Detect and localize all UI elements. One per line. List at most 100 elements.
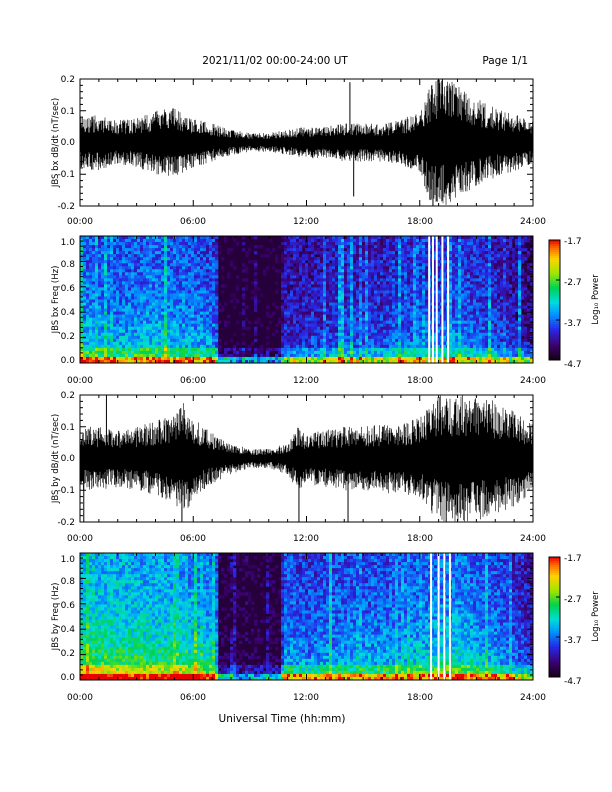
bx-spectrogram-cell [158,293,162,297]
bx-spectrogram-cell [200,314,204,318]
bx-spectrogram-cell [284,254,288,258]
bx-spectrogram-cell [398,311,402,315]
bx-spectrogram-cell [104,278,108,282]
bx-spectrogram-cell [212,308,216,312]
bx-spectrogram-cell [80,311,84,315]
bx-spectrogram-cell [107,311,111,315]
bx-spectrogram-cell [125,302,129,306]
bx-spectrogram-cell [461,248,465,252]
bx-spectrogram-cell [98,260,102,264]
bx-spectrogram-cell [95,281,99,285]
bx-spectrogram-cell [230,359,234,364]
bx-spectrogram-cell [152,293,156,297]
bx-spectrogram-cell [365,356,369,361]
bx-spectrogram-cell [98,254,102,258]
bx-spectrogram-cell [158,281,162,285]
bx-spectrogram-cell [329,263,333,267]
bx-spectrogram-cell [320,356,324,361]
bx-spectrogram-cell [116,329,120,334]
bx-spectrogram-cell [386,326,390,331]
bx-spectrogram-cell [323,251,327,255]
bx-spectrogram-cell [209,260,213,264]
bx-spectrogram-cell [206,317,210,322]
bx-spectrogram-cell [386,239,390,243]
bx-spectrogram-cell [422,338,426,343]
bx-spectrogram-cell [305,257,309,261]
bx-spectrogram-cell [143,245,147,249]
bx-spectrogram-cell [80,332,84,337]
bx-spectrogram-cell [323,302,327,306]
bx-spectrogram-cell [452,311,456,315]
bx-spectrogram-cell [149,332,153,337]
bx-spectrogram-cell [281,332,285,337]
bx-spectrogram-cell [365,269,369,273]
bx-spectrogram-cell [350,320,354,325]
bx-spectrogram-cell [467,254,471,258]
bx-spectrogram-cell [209,338,213,343]
bx-spectrogram-cell [470,317,474,322]
bx-spectrogram-cell [191,242,195,246]
bx-spectrogram-cell [191,320,195,325]
bx-spectrogram-cell [314,251,318,255]
bx-spectrogram-cell [170,239,174,243]
bx-spectrogram-cell [140,269,144,273]
bx-spectrogram-cell [407,335,411,340]
bx-spectrogram-cell [410,323,414,328]
bx-spectrogram-cell [338,344,342,349]
bx-spectrogram-cell [263,272,267,276]
bx-spectrogram-cell [152,281,156,285]
bx-spectrogram-cell [290,263,294,267]
bx-spectrogram-cell [200,350,204,355]
bx-spectrogram-cell [401,293,405,297]
bx-spectrogram-cell [134,239,138,243]
bx-spectrogram-cell [287,269,291,273]
bx-spectrogram-cell [347,299,351,303]
bx-spectrogram-cell [101,266,105,270]
bx-spectrogram-cell [347,272,351,276]
bx-spectrogram-cell [314,269,318,273]
bx-spectrogram-cell [350,338,354,343]
bx-spectrogram-cell [452,314,456,318]
bx-spectrogram-cell [419,332,423,337]
bx-spectrogram-cell [434,326,438,331]
bx-spectrogram-cell [98,344,102,349]
bx-spectrogram-cell [161,245,165,249]
bx-spectrogram-cell [443,350,447,355]
bx-spectrogram-cell [128,239,132,243]
bx-spectrogram-cell [299,284,303,288]
bx-spectrogram-cell [389,353,393,358]
bx-spectrogram-cell [401,278,405,282]
bx-spectrogram-cell [374,251,378,255]
bx-spectrogram-cell [332,254,336,258]
bx-spectrogram-cell [335,257,339,261]
bx-spectrogram-cell [155,311,159,315]
bx-spectrogram-cell [122,338,126,343]
bx-spectrogram-cell [95,245,99,249]
bx-spectrogram-cell [374,329,378,334]
bx-spectrogram-cell [158,248,162,252]
bx-spectrogram-cell [161,314,165,318]
bx-spectrogram-cell [179,272,183,276]
bx-spectrogram-cell [203,284,207,288]
bx-spectrogram-cell [314,314,318,318]
bx-spectrogram-cell [182,305,186,309]
bx-spectrogram-cell [401,359,405,364]
bx-spectrogram-cell [239,359,243,364]
bx-spectrogram-cell [281,296,285,300]
bx-spectrogram-cell [98,329,102,334]
bx-spectrogram-cell [467,293,471,297]
bx-spectrogram-cell [470,248,474,252]
bx-spectrogram-cell [377,329,381,334]
bx-spectrogram-cell [134,245,138,249]
bx-spectrogram-cell [131,338,135,343]
bx-spectrogram-cell [95,251,99,255]
bx-spectrogram-cell [392,344,396,349]
bx-spectrogram-cell [410,284,414,288]
bx-spectrogram-cell [395,329,399,334]
bx-spectrogram-cell [398,257,402,261]
bx-spectrogram-cell [158,359,162,364]
bx-spectrogram-cell [380,299,384,303]
bx-spectrogram-cell [452,296,456,300]
bx-spectrogram-cell [434,239,438,243]
bx-spectrogram-cell [374,272,378,276]
